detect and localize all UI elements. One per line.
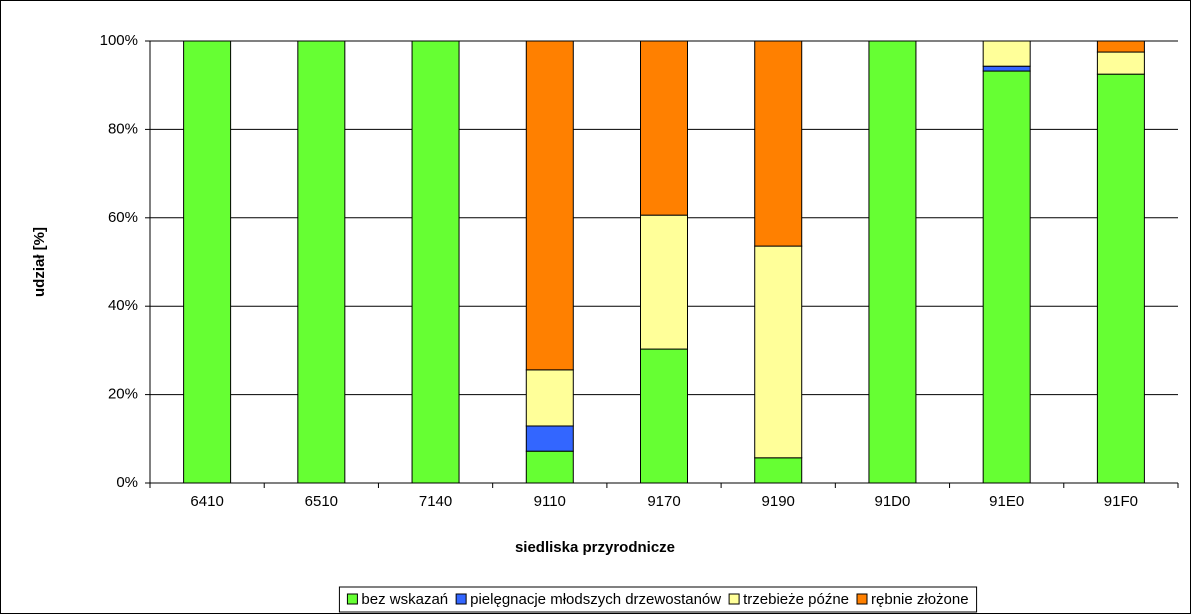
bar-segment bbox=[868, 40, 917, 484]
bar-segment bbox=[297, 40, 346, 484]
bar-segment bbox=[754, 245, 803, 459]
legend-box bbox=[338, 586, 978, 613]
x-tick-label: 9190 bbox=[762, 493, 795, 510]
bar-segment bbox=[525, 40, 574, 371]
legend-swatch bbox=[346, 593, 358, 605]
legend-swatch bbox=[455, 593, 467, 605]
bar-segment bbox=[183, 40, 232, 484]
bar-segment bbox=[982, 40, 1031, 67]
x-tick-label: 9170 bbox=[647, 493, 680, 510]
bar-segment bbox=[525, 450, 574, 484]
x-tick-label: 91E0 bbox=[989, 493, 1024, 510]
bar-segment bbox=[525, 369, 574, 427]
y-tick-label: 60% bbox=[108, 209, 138, 226]
x-axis-title: siedliska przyrodnicze bbox=[515, 539, 675, 556]
x-tick-label: 91F0 bbox=[1104, 493, 1138, 510]
y-tick-label: 100% bbox=[100, 32, 138, 49]
y-tick-label: 20% bbox=[108, 386, 138, 403]
bar-segment bbox=[754, 40, 803, 247]
bar-segment bbox=[640, 348, 688, 484]
legend-label: bez wskazań bbox=[361, 591, 448, 608]
bar-segment bbox=[1096, 40, 1145, 53]
bar-segment bbox=[1096, 73, 1145, 484]
bar-segment bbox=[982, 70, 1031, 484]
x-tick-label: 91D0 bbox=[875, 493, 911, 510]
y-tick-label: 40% bbox=[108, 297, 138, 314]
legend-label: pielęgnacje młodszych drzewostanów bbox=[470, 591, 721, 608]
bar-segment bbox=[982, 65, 1031, 72]
bar-segment bbox=[525, 425, 574, 452]
legend-label: trzebieże późne bbox=[743, 591, 849, 608]
bar-segment bbox=[1096, 51, 1145, 75]
y-tick-label: 0% bbox=[116, 474, 138, 491]
bar-segment bbox=[411, 40, 460, 484]
legend: bez wskazań pielęgnacje młodszych drzewos… bbox=[338, 586, 978, 613]
x-tick-label: 6410 bbox=[190, 493, 223, 510]
x-tick-label: 6510 bbox=[305, 493, 338, 510]
legend-swatch bbox=[728, 593, 740, 605]
y-axis-title: udział [%] bbox=[31, 227, 48, 297]
x-tick-label: 7140 bbox=[419, 493, 452, 510]
y-tick-label: 80% bbox=[108, 120, 138, 137]
legend-label: rębnie złożone bbox=[871, 591, 969, 608]
bar-segment bbox=[640, 40, 688, 216]
x-tick-label: 9110 bbox=[534, 493, 566, 510]
legend-swatch bbox=[856, 593, 868, 605]
bar-segment bbox=[640, 214, 688, 350]
bar-segment bbox=[754, 457, 803, 484]
